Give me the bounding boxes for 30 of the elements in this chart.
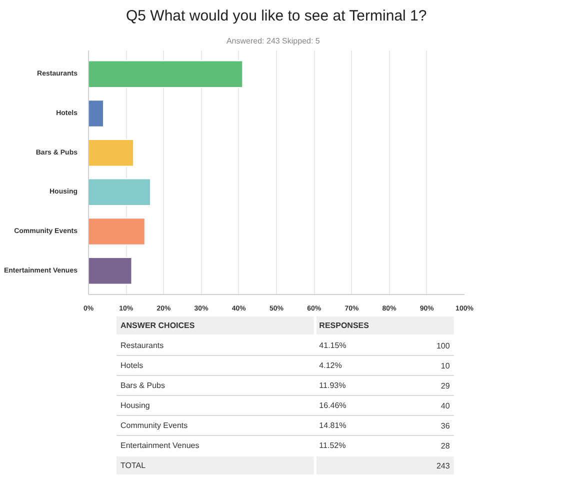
text: 11.93%	[319, 381, 346, 390]
text: 41.15%	[319, 341, 346, 350]
text: Community Events	[120, 421, 188, 430]
text: Hotels	[120, 361, 144, 370]
text: 4.12%	[319, 361, 342, 370]
text: 29	[440, 382, 450, 390]
bar	[88, 218, 146, 246]
text: 10	[440, 362, 450, 370]
text: Restaurants	[120, 341, 164, 350]
text: 40	[440, 402, 450, 410]
chart-title: Q5 What would you like to see at Terminal 1?	[126, 8, 427, 24]
text: TOTAL	[120, 461, 146, 470]
bar	[88, 60, 244, 88]
text: 14.81%	[319, 421, 346, 430]
text: Housing	[120, 401, 150, 410]
text: 100	[436, 342, 450, 350]
bar	[88, 138, 134, 167]
text: RESPONSES	[319, 321, 370, 330]
text: 16.46%	[319, 401, 346, 410]
text: 11.52%	[319, 441, 346, 450]
text: 243	[436, 462, 450, 470]
text: 36	[440, 422, 450, 430]
bar	[88, 178, 152, 206]
text: 28	[440, 442, 450, 450]
bar	[88, 100, 104, 128]
bar	[88, 257, 132, 285]
text: ANSWER CHOICES	[120, 321, 196, 330]
chart-subtitle: Answered: 243 Skipped: 5	[226, 36, 320, 46]
text: Entertainment Venues	[120, 441, 200, 450]
text: Bars & Pubs	[120, 381, 165, 390]
